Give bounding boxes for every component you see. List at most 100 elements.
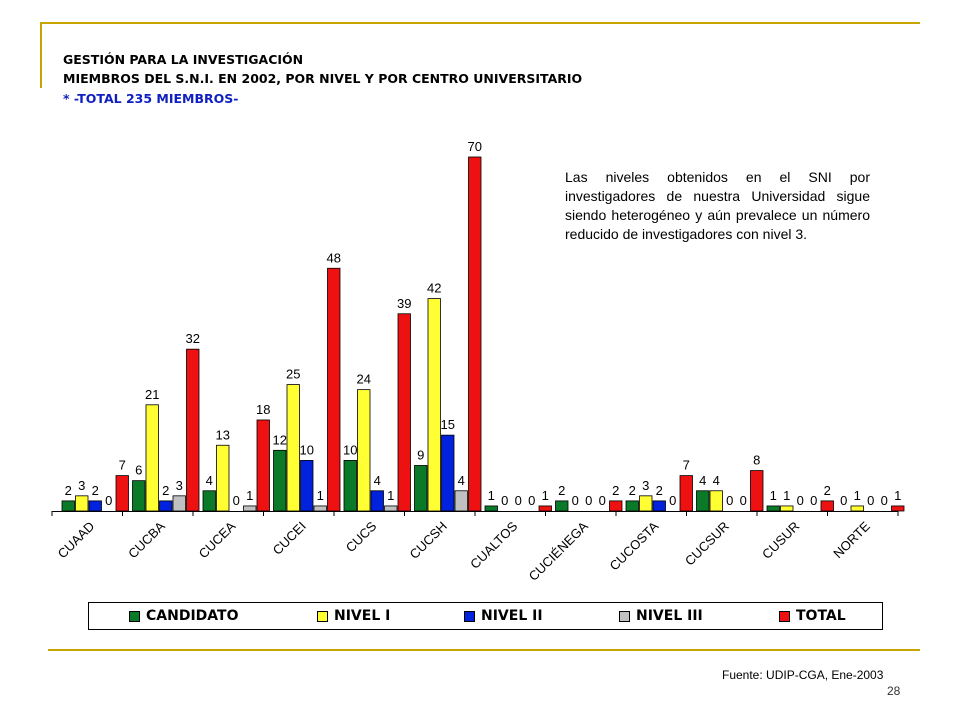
category-label: CUCSUR bbox=[682, 519, 732, 569]
data-label: 3 bbox=[642, 478, 649, 493]
data-label: 70 bbox=[468, 139, 482, 154]
category-label: CUCOSTA bbox=[606, 518, 661, 573]
bar-nivel-i bbox=[780, 505, 794, 512]
page-number: 28 bbox=[887, 684, 901, 698]
legend-item-nivel-iii: NIVEL III bbox=[619, 608, 703, 624]
bar-nivel-i bbox=[639, 495, 653, 512]
category-label: CUSUR bbox=[759, 519, 802, 562]
data-label: 2 bbox=[656, 483, 663, 498]
data-label: 2 bbox=[824, 483, 831, 498]
legend-swatch bbox=[129, 610, 140, 622]
bar-candidato bbox=[61, 500, 75, 512]
bar-total bbox=[820, 500, 834, 512]
bar-candidato bbox=[132, 480, 146, 512]
data-label: 24 bbox=[357, 372, 371, 387]
data-label: 0 bbox=[572, 493, 579, 508]
bar-nivel-i bbox=[357, 389, 371, 512]
data-label: 4 bbox=[713, 473, 720, 488]
bar-nivel-ii bbox=[652, 500, 666, 512]
data-label: 0 bbox=[599, 493, 606, 508]
data-label: 48 bbox=[327, 250, 341, 265]
data-label: 2 bbox=[558, 483, 565, 498]
legend-item-candidato: CANDIDATO bbox=[129, 608, 238, 624]
category-label: CUCEI bbox=[270, 519, 309, 558]
data-label: 0 bbox=[740, 493, 747, 508]
data-label: 0 bbox=[881, 493, 888, 508]
bar-candidato bbox=[484, 505, 498, 512]
data-label: 4 bbox=[699, 473, 706, 488]
data-label: 0 bbox=[840, 493, 847, 508]
chart-subtitle: MIEMBROS DEL S.N.I. EN 2002, POR NIVEL Y… bbox=[63, 71, 583, 86]
data-label: 18 bbox=[256, 402, 270, 417]
bar-nivel-ii bbox=[300, 460, 314, 512]
legend-swatch bbox=[619, 610, 630, 622]
data-label: 1 bbox=[317, 488, 324, 503]
chart-annotation: Las niveles obtenidos en el SNI por inve… bbox=[565, 169, 870, 242]
top-rule bbox=[40, 22, 920, 24]
data-label: 0 bbox=[501, 493, 508, 508]
data-label: 21 bbox=[145, 387, 159, 402]
legend-item-nivel-i: NIVEL I bbox=[317, 608, 390, 624]
data-label: 10 bbox=[300, 442, 314, 457]
bar-candidato bbox=[414, 465, 428, 512]
data-label: 6 bbox=[135, 463, 142, 478]
bar-total bbox=[256, 419, 270, 512]
data-label: 1 bbox=[542, 488, 549, 503]
data-label: 0 bbox=[797, 493, 804, 508]
data-label: 12 bbox=[273, 432, 287, 447]
data-label: 0 bbox=[867, 493, 874, 508]
bar-candidato bbox=[625, 500, 639, 512]
bar-nivel-i bbox=[145, 404, 159, 512]
data-label: 42 bbox=[427, 281, 441, 296]
total-members-note: * -TOTAL 235 MIEMBROS- bbox=[63, 91, 239, 106]
data-label: 1 bbox=[783, 488, 790, 503]
data-label: 4 bbox=[206, 473, 213, 488]
data-label: 4 bbox=[458, 473, 465, 488]
bar-candidato bbox=[273, 449, 287, 512]
data-label: 4 bbox=[374, 473, 381, 488]
category-label: CUCSH bbox=[407, 519, 450, 562]
bar-nivel-ii bbox=[370, 490, 384, 512]
data-label: 0 bbox=[810, 493, 817, 508]
bar-candidato bbox=[696, 490, 710, 512]
data-label: 0 bbox=[528, 493, 535, 508]
legend-swatch bbox=[317, 610, 328, 622]
bar-total bbox=[609, 500, 623, 512]
bar-total bbox=[468, 156, 482, 512]
left-rule bbox=[40, 22, 42, 88]
data-label: 0 bbox=[726, 493, 733, 508]
data-label: 9 bbox=[417, 447, 424, 462]
data-label: 0 bbox=[669, 493, 676, 508]
category-label: NORTE bbox=[830, 518, 873, 561]
bar-nivel-i bbox=[709, 490, 723, 512]
data-label: 15 bbox=[441, 417, 455, 432]
chart-title: GESTIÓN PARA LA INVESTIGACIÓN bbox=[63, 52, 304, 67]
bar-total bbox=[327, 267, 341, 512]
legend-swatch bbox=[464, 610, 475, 622]
bar-nivel-i bbox=[850, 505, 864, 512]
source-note: Fuente: UDIP-CGA, Ene-2003 bbox=[722, 668, 884, 682]
bar-candidato bbox=[555, 500, 569, 512]
legend-label: TOTAL bbox=[796, 608, 846, 624]
legend-swatch bbox=[779, 610, 790, 622]
bar-nivel-ii bbox=[441, 434, 455, 512]
data-label: 8 bbox=[753, 453, 760, 468]
legend-label: NIVEL I bbox=[334, 608, 391, 624]
legend-label: CANDIDATO bbox=[146, 608, 239, 624]
data-label: 2 bbox=[92, 483, 99, 498]
bar-candidato bbox=[343, 460, 357, 512]
data-label: 10 bbox=[343, 442, 357, 457]
data-label: 2 bbox=[612, 483, 619, 498]
data-label: 7 bbox=[683, 458, 690, 473]
data-label: 3 bbox=[176, 478, 183, 493]
bar-total bbox=[750, 470, 764, 512]
bar-nivel-ii bbox=[159, 500, 173, 512]
data-label: 0 bbox=[105, 493, 112, 508]
bar-nivel-i bbox=[286, 384, 300, 512]
bottom-rule bbox=[48, 649, 920, 651]
data-label: 1 bbox=[488, 488, 495, 503]
data-label: 2 bbox=[629, 483, 636, 498]
category-label: CUCIÉNEGA bbox=[526, 518, 591, 583]
category-label: CUCEA bbox=[196, 518, 239, 561]
